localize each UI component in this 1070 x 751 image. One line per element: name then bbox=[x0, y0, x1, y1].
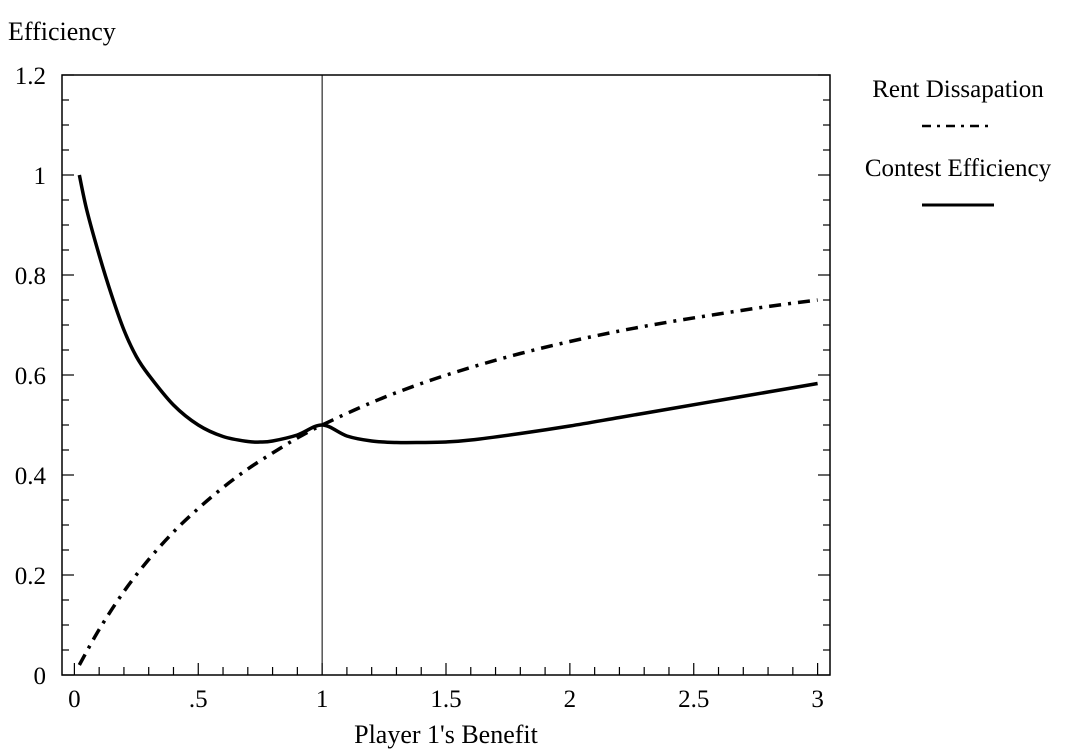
x-tick-label: .5 bbox=[189, 686, 208, 713]
series-line-contest-efficiency bbox=[77, 174, 818, 445]
legend: Rent Dissapation Contest Efficiency bbox=[865, 76, 1052, 207]
y-tick-label: 0 bbox=[34, 663, 47, 690]
x-tick-label: 0 bbox=[68, 686, 81, 713]
y-tick-label: 1 bbox=[34, 163, 47, 190]
y-axis-title: Efficiency bbox=[8, 17, 116, 46]
x-axis-title: Player 1's Benefit bbox=[354, 720, 539, 749]
y-tick-label: 0.4 bbox=[15, 463, 47, 490]
plot-area-frame bbox=[61, 74, 831, 676]
series-line-rent-dissapation bbox=[77, 298, 818, 666]
x-tick-label: 2.5 bbox=[678, 686, 709, 713]
legend-label: Contest Efficiency bbox=[865, 155, 1052, 182]
tick-labels: 0 .5 1 1.5 2 2.5 3 0 0.2 0.4 0.6 0.8 1 1.2 bbox=[15, 63, 824, 713]
series-group bbox=[77, 174, 818, 666]
x-tick-label: 1 bbox=[316, 686, 329, 713]
x-tick-label: 2 bbox=[564, 686, 577, 713]
y-tick-label: 0.6 bbox=[15, 363, 46, 390]
axis-ticks bbox=[62, 74, 830, 676]
x-tick-label: 3 bbox=[811, 686, 824, 713]
legend-label: Rent Dissapation bbox=[872, 76, 1044, 103]
y-tick-label: 0.2 bbox=[15, 563, 46, 590]
y-tick-label: 1.2 bbox=[15, 63, 46, 90]
y-tick-label: 0.8 bbox=[15, 263, 46, 290]
x-tick-label: 1.5 bbox=[430, 686, 461, 713]
